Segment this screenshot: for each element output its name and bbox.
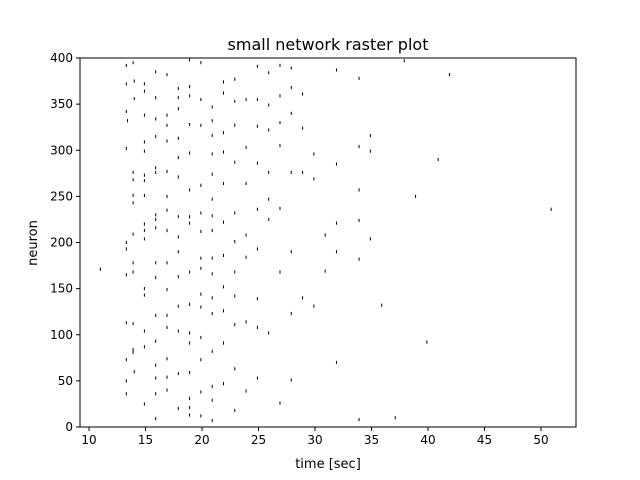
y-tick-label: 300	[50, 143, 73, 157]
x-tick-label: 45	[477, 433, 492, 447]
y-tick-label: 200	[50, 236, 73, 250]
x-tick-label: 35	[364, 433, 379, 447]
y-axis-ticks: 0 50 100 150 200 250 300 350 400	[50, 51, 80, 434]
x-tick-label: 20	[194, 433, 209, 447]
x-tick-label: 25	[251, 433, 266, 447]
x-tick-label: 10	[81, 433, 96, 447]
y-tick-label: 350	[50, 97, 73, 111]
chart-title: small network raster plot	[228, 35, 429, 54]
y-tick-label: 400	[50, 51, 73, 65]
y-tick-label: 150	[50, 282, 73, 296]
x-tick-label: 40	[420, 433, 435, 447]
y-tick-label: 50	[58, 374, 73, 388]
x-axis-label: time [sec]	[295, 457, 361, 472]
y-axis-label: neuron	[26, 220, 41, 266]
x-tick-label: 15	[138, 433, 153, 447]
y-tick-label: 100	[50, 328, 73, 342]
y-tick-label: 0	[65, 420, 73, 434]
spike-marks	[99, 58, 552, 423]
y-tick-label: 250	[50, 189, 73, 203]
x-axis-ticks: 10 15 20 25 30 35 40 45 50	[81, 427, 549, 447]
x-tick-label: 50	[533, 433, 548, 447]
x-tick-label: 30	[307, 433, 322, 447]
